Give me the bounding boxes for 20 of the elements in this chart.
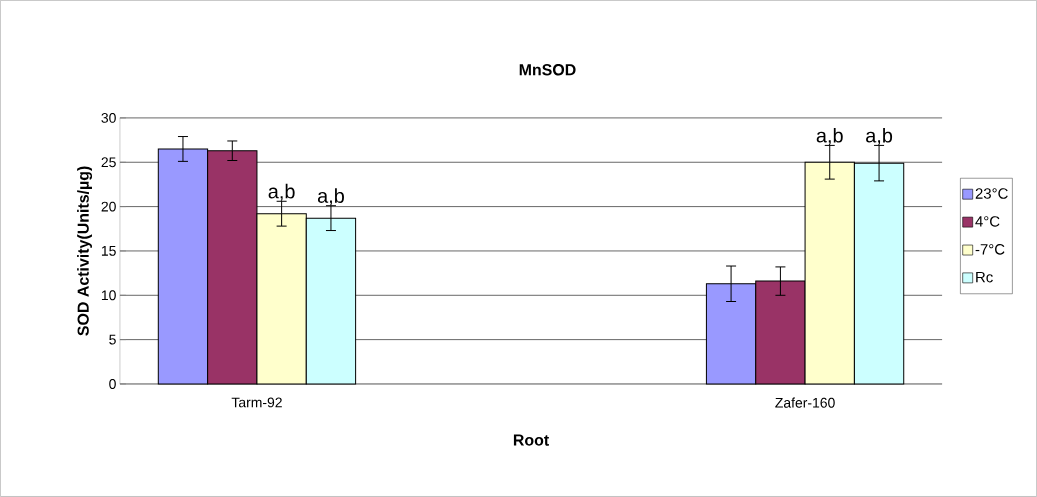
y-tick-label: 5	[109, 334, 116, 345]
y-tick-label: 10	[101, 290, 116, 301]
legend-label: Rc	[976, 272, 993, 283]
y-tick-label: 15	[101, 246, 116, 256]
x-axis-title: Root	[513, 434, 549, 446]
y-tick-label: 20	[101, 201, 116, 212]
chart-title: MnSOD	[519, 64, 576, 76]
annotation: a,b	[317, 188, 344, 206]
y-axis-title: SOD Activity(Units/µg)	[77, 166, 93, 336]
y-tick-label: 0	[109, 379, 116, 389]
annotation: a,b	[816, 128, 843, 145]
y-tick-label: 25	[101, 157, 116, 168]
legend-label: 4°C	[975, 216, 1000, 227]
legend-label: 23°C	[975, 188, 1008, 199]
annotation: a,b	[268, 183, 295, 201]
legend-label: -7°C	[975, 244, 1005, 255]
x-tick-label: Tarm-92	[231, 397, 282, 408]
annotation: a,b	[866, 128, 893, 145]
y-tick-label: 30	[101, 113, 116, 123]
x-tick-label: Zafer-160	[775, 397, 835, 408]
